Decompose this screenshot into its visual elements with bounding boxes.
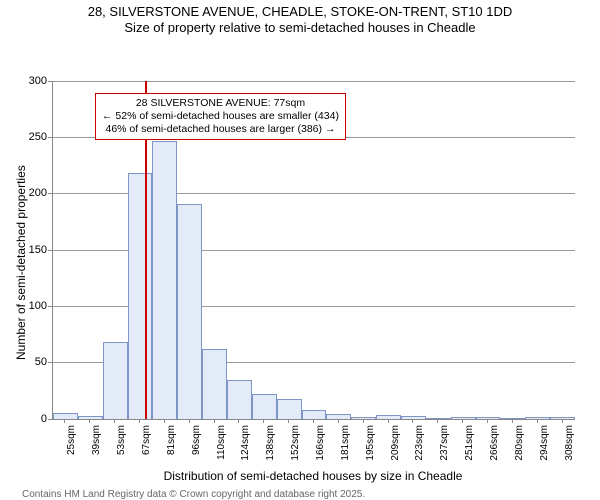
xtick-mark [114,419,115,423]
histogram-bar [326,414,351,419]
histogram-bar [152,141,177,418]
xtick-label: 266sqm [489,425,500,471]
histogram-bar [525,417,550,418]
ytick-label: 250 [3,131,47,143]
histogram-bar [252,394,277,419]
xtick-mark [214,419,215,423]
annotation-line: 28 SILVERSTONE AVENUE: 77sqm [102,97,339,110]
xtick-label: 138sqm [265,425,276,471]
xtick-mark [139,419,140,423]
xtick-label: 152sqm [290,425,301,471]
y-axis-label: Number of semi-detached properties [14,165,28,360]
xtick-label: 181sqm [340,425,351,471]
ytick-mark [48,137,52,138]
xtick-label: 294sqm [539,425,550,471]
annotation-box: 28 SILVERSTONE AVENUE: 77sqm← 52% of sem… [95,93,346,140]
title-line-2: Size of property relative to semi-detach… [0,20,600,36]
plot-area: 28 SILVERSTONE AVENUE: 77sqm← 52% of sem… [52,81,575,420]
xtick-label: 81sqm [166,425,177,471]
xtick-label: 237sqm [439,425,450,471]
xtick-label: 223sqm [414,425,425,471]
ytick-mark [48,81,52,82]
xtick-label: 251sqm [464,425,475,471]
ytick-label: 300 [3,75,47,87]
ytick-mark [48,306,52,307]
xtick-label: 124sqm [240,425,251,471]
ytick-mark [48,250,52,251]
xtick-label: 25sqm [66,425,77,471]
histogram-bar [500,418,525,419]
histogram-bar [550,417,575,418]
annotation-line: 46% of semi-detached houses are larger (… [102,123,339,136]
gridline [53,81,575,82]
xtick-mark [512,419,513,423]
annotation-line: ← 52% of semi-detached houses are smalle… [102,110,339,123]
ytick-mark [48,419,52,420]
xtick-label: 280sqm [514,425,525,471]
xtick-mark [537,419,538,423]
xtick-mark [437,419,438,423]
histogram-bar [103,342,128,419]
histogram-bar [401,416,426,418]
histogram-bar [128,173,153,419]
xtick-mark [562,419,563,423]
histogram-bar [53,413,78,419]
chart-title: 28, SILVERSTONE AVENUE, CHEADLE, STOKE-O… [0,0,600,37]
title-line-1: 28, SILVERSTONE AVENUE, CHEADLE, STOKE-O… [0,4,600,20]
xtick-mark [263,419,264,423]
chart-container: 28 SILVERSTONE AVENUE: 77sqm← 52% of sem… [0,37,600,489]
xtick-mark [363,419,364,423]
xtick-mark [388,419,389,423]
xtick-label: 96sqm [191,425,202,471]
ytick-label: 0 [3,413,47,425]
xtick-mark [313,419,314,423]
xtick-mark [462,419,463,423]
attribution-line-1: Contains HM Land Registry data © Crown c… [22,489,600,500]
xtick-label: 166sqm [315,425,326,471]
xtick-mark [164,419,165,423]
xtick-label: 209sqm [390,425,401,471]
xtick-mark [288,419,289,423]
histogram-bar [277,399,302,418]
histogram-bar [351,417,376,418]
xtick-label: 67sqm [141,425,152,471]
ytick-mark [48,193,52,194]
xtick-label: 110sqm [216,425,227,471]
histogram-bar [302,410,327,419]
histogram-bar [202,349,227,419]
histogram-bar [227,380,252,418]
xtick-mark [64,419,65,423]
histogram-bar [177,204,202,418]
xtick-label: 308sqm [564,425,575,471]
xtick-label: 39sqm [91,425,102,471]
xtick-mark [89,419,90,423]
x-axis-label: Distribution of semi-detached houses by … [52,469,574,483]
ytick-mark [48,362,52,363]
xtick-label: 53sqm [116,425,127,471]
attribution: Contains HM Land Registry data © Crown c… [0,489,600,500]
xtick-mark [338,419,339,423]
xtick-mark [487,419,488,423]
xtick-mark [189,419,190,423]
histogram-bar [376,415,401,418]
xtick-label: 195sqm [365,425,376,471]
xtick-mark [238,419,239,423]
xtick-mark [412,419,413,423]
